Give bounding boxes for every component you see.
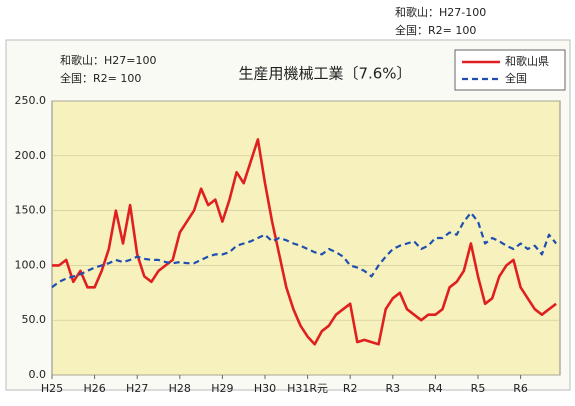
annotation: 全国：R2= 100 [395, 23, 476, 37]
x-tick-label: H29 [211, 382, 233, 395]
x-tick-label: H27 [126, 382, 148, 395]
series-line [51, 211, 557, 289]
x-tick-label: H25 [41, 382, 63, 395]
legend-label: 和歌山県 [505, 54, 549, 68]
annotation: 全国：R2= 100 [60, 71, 141, 85]
x-tick-label: R5 [471, 382, 486, 395]
legend-label: 全国 [505, 71, 527, 85]
y-tick-label: 0.0 [29, 368, 47, 381]
series-line [52, 138, 557, 346]
x-tick-label: H28 [169, 382, 191, 395]
y-tick-label: 100.0 [15, 258, 47, 271]
x-tick-label: R4 [428, 382, 443, 395]
annotation: 和歌山：H27=100 [60, 53, 156, 67]
plot-area [51, 100, 561, 376]
y-tick-label: 200.0 [15, 149, 47, 162]
x-tick-label: H26 [83, 382, 105, 395]
chart-title: 生産用機械工業〔7.6%〕 [238, 65, 411, 83]
y-tick-label: 250.0 [15, 94, 47, 107]
legend [454, 49, 566, 91]
x-tick-label: H31R元 [287, 382, 328, 395]
x-tick-label: R3 [385, 382, 400, 395]
annotation: 和歌山：H27-100 [395, 5, 486, 19]
x-tick-label: R2 [343, 382, 358, 395]
x-tick-label: H30 [254, 382, 276, 395]
y-tick-label: 150.0 [15, 204, 47, 217]
x-tick-label: R6 [513, 382, 528, 395]
y-tick-label: 50.0 [22, 313, 47, 326]
